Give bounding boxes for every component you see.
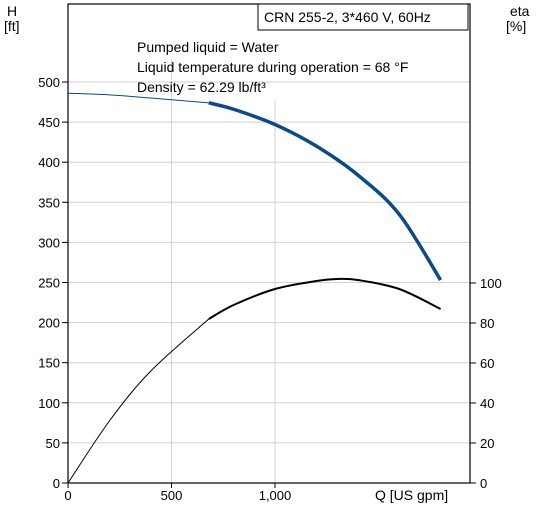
right-axis-ticks: 0 20 40 60 80 100 [470,276,502,491]
left-axis-label-symbol: H [7,3,17,19]
left-tick-label: 450 [38,115,60,130]
annotation-density: Density = 62.29 lb/ft³ [137,79,266,95]
right-tick-label: 60 [480,356,494,371]
left-axis-label-unit: [ft] [4,18,20,34]
x-axis-ticks: 0 500 1,000 [64,483,291,503]
left-tick-label: 100 [38,396,60,411]
right-axis-label-symbol: eta [510,3,530,19]
title-box [257,3,469,31]
head-curve-thin [67,92,209,104]
left-tick-label: 250 [38,276,60,291]
left-tick-label: 300 [38,235,60,250]
left-axis-ticks: 0 50 100 150 200 250 300 350 400 450 500 [38,75,68,491]
right-axis-label-unit: [%] [506,18,526,34]
plot-frame [67,3,471,484]
right-tick-label: 0 [480,476,487,491]
left-tick-label: 0 [53,476,60,491]
x-axis-label: Q [US gpm] [375,487,448,503]
right-tick-label: 100 [480,276,502,291]
left-tick-label: 200 [38,316,60,331]
x-tick-label: 1,000 [259,488,292,503]
x-tick-label: 0 [64,488,71,503]
left-tick-label: 500 [38,75,60,90]
head-curve-bold [208,101,443,282]
annotation-liquid: Pumped liquid = Water [137,39,279,55]
efficiency-curve-thin [67,318,210,484]
series-group [67,92,443,484]
annotation-temperature: Liquid temperature during operation = 68… [137,59,408,75]
left-tick-label: 50 [46,436,60,451]
right-tick-label: 80 [480,316,494,331]
left-tick-label: 150 [38,356,60,371]
right-tick-label: 40 [480,396,494,411]
chart-title: CRN 255-2, 3*460 V, 60Hz [264,9,431,25]
left-tick-label: 350 [38,195,60,210]
grid [68,60,470,483]
efficiency-curve-bold [208,277,442,320]
x-tick-label: 500 [161,488,183,503]
right-tick-label: 20 [480,436,494,451]
left-tick-label: 400 [38,155,60,170]
